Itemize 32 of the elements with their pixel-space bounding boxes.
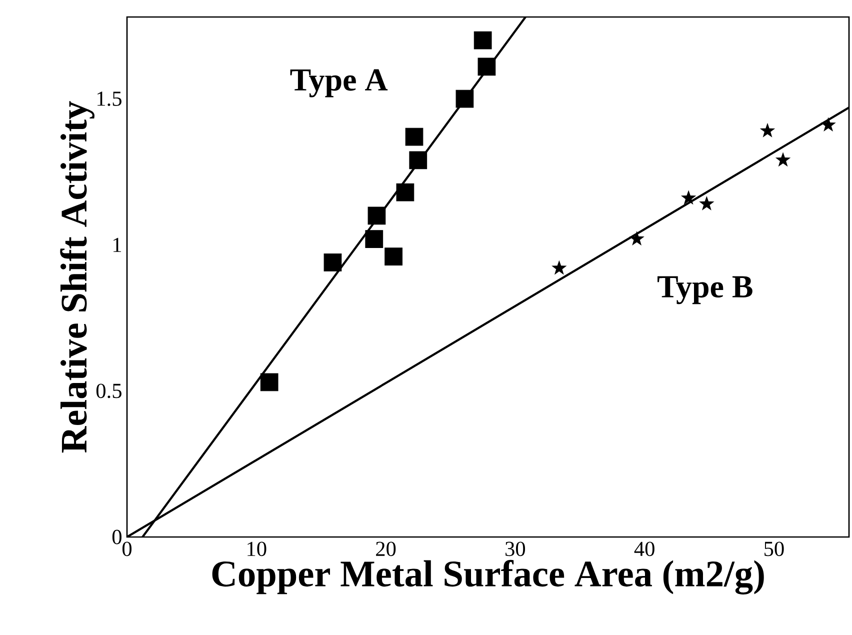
series-label: Type B: [658, 276, 752, 304]
y-tick-label: 0: [112, 530, 122, 544]
point: [760, 122, 776, 138]
point: [680, 190, 696, 205]
y-tick-label: 1: [114, 238, 122, 252]
x-tick-label: 20: [376, 542, 396, 556]
point: [456, 90, 474, 108]
point: [409, 151, 428, 170]
point: [365, 230, 384, 248]
point: [775, 152, 791, 167]
point: [384, 248, 402, 266]
point: [474, 31, 492, 50]
point: [396, 183, 414, 202]
y-tick-label: 1.5: [98, 92, 122, 106]
y-axis-title: Relative Shift Activity: [60, 101, 94, 453]
point: [260, 373, 278, 392]
series-label: Type A: [290, 69, 388, 98]
x-tick-label: 50: [764, 542, 784, 556]
point: [552, 260, 567, 275]
x-axis-title: Copper Metal Surface Area (m2/g): [212, 560, 764, 594]
point: [405, 128, 424, 146]
point: [324, 253, 342, 272]
point: [368, 206, 386, 225]
point: [699, 196, 714, 210]
x-tick-label: 0: [122, 542, 132, 556]
y-tick-label: 0.5: [96, 384, 122, 398]
x-tick-label: 30: [506, 542, 526, 556]
x-tick-label: 10: [248, 542, 266, 556]
point: [629, 231, 644, 246]
x-tick-label: 40: [634, 542, 654, 556]
point: [478, 58, 496, 76]
point: [820, 117, 836, 132]
